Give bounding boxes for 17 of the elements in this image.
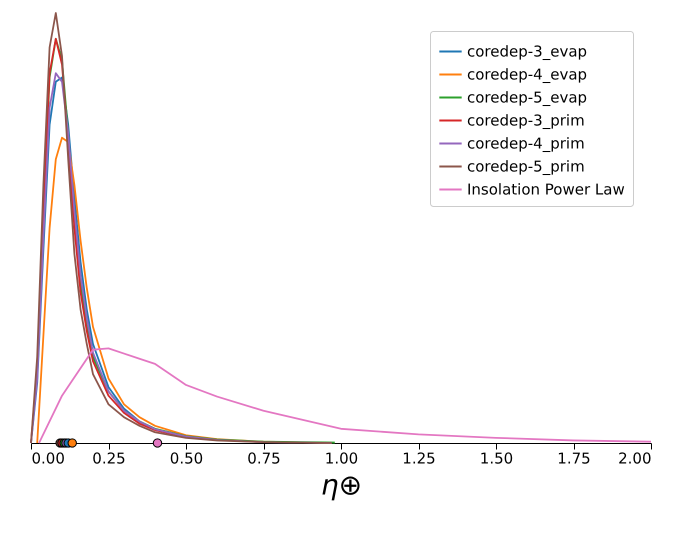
- legend-label: Insolation Power Law: [467, 180, 625, 198]
- legend-label: coredep-4_prim: [467, 134, 585, 152]
- legend-label: coredep-3_prim: [467, 112, 585, 130]
- x-tick-label: 1.00: [324, 450, 358, 468]
- x-tick-label: 1.75: [557, 450, 591, 468]
- x-tick-label: 1.50: [480, 450, 514, 468]
- x-tick-label: 1.25: [402, 450, 436, 468]
- x-tick-label: 0.75: [247, 450, 281, 468]
- legend-label: coredep-4_evap: [467, 66, 588, 84]
- x-tick-label: 0.00: [32, 450, 65, 468]
- x-axis-title: η⊕: [320, 468, 362, 502]
- legend-label: coredep-5_prim: [467, 158, 585, 176]
- x-tick-label: 2.00: [618, 450, 652, 468]
- x-tick-label: 0.50: [170, 450, 204, 468]
- legend-label: coredep-5_evap: [467, 88, 588, 106]
- x-tick-label: 0.25: [92, 450, 126, 468]
- legend-label: coredep-3_evap: [467, 42, 588, 60]
